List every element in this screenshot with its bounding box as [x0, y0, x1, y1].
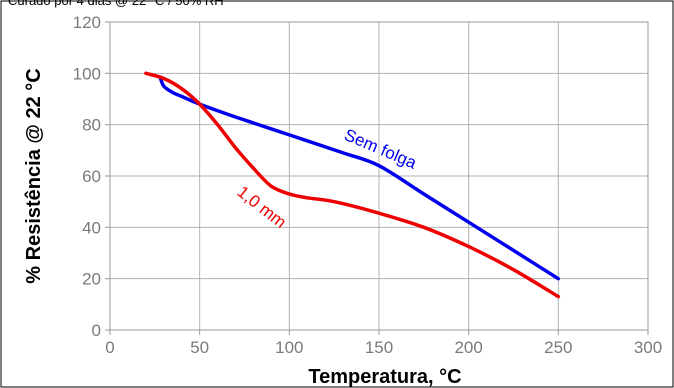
x-tick-label: 250	[544, 338, 572, 357]
y-tick-label: 0	[92, 321, 101, 340]
chart-subtitle: Curado por 4 dias @ 22 °C / 50% RH	[8, 0, 224, 8]
y-tick-label: 120	[73, 13, 101, 32]
series-line-0	[158, 75, 561, 281]
y-tick-label: 20	[82, 270, 101, 289]
y-axis-title: % Resistência @ 22 °C	[23, 68, 45, 283]
x-tick-label: 200	[454, 338, 482, 357]
x-tick-label: 50	[190, 338, 209, 357]
y-tick-label: 60	[82, 167, 101, 186]
series-lines	[144, 71, 561, 299]
x-tick-label: 0	[105, 338, 114, 357]
y-tick-label: 40	[82, 218, 101, 237]
x-tick-label: 150	[365, 338, 393, 357]
x-tick-label: 100	[275, 338, 303, 357]
x-tick-label: 300	[634, 338, 662, 357]
axis-ticks: 0 50 100 150 200 250 300 0 20 40 60 80 100 120	[73, 13, 663, 357]
y-tick-label: 100	[73, 64, 101, 83]
x-axis-title: Temperatura, °C	[308, 366, 461, 388]
series-line-1	[144, 71, 561, 299]
y-tick-label: 80	[82, 116, 101, 135]
